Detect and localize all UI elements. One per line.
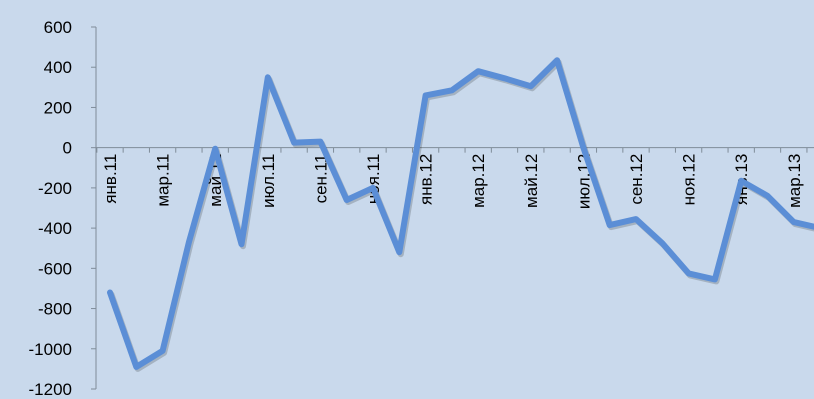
- y-tick-label: -600: [38, 259, 72, 278]
- x-tick-label: сен.11: [311, 154, 330, 204]
- x-tick-label: янв.11: [101, 154, 120, 204]
- x-tick-label: ноя.12: [680, 154, 699, 206]
- y-tick-label: -1000: [29, 340, 72, 359]
- series-group: [107, 57, 814, 372]
- x-tick-label: мар.12: [469, 154, 488, 208]
- y-tick-label: -200: [38, 179, 72, 198]
- x-tick-label: янв.12: [417, 154, 436, 205]
- y-tick-label: -400: [38, 219, 72, 238]
- y-tick-label: 0: [63, 139, 72, 158]
- x-tick-label: мар.13: [785, 154, 804, 208]
- y-tick-label: -800: [38, 300, 72, 319]
- y-tick-label: 600: [44, 18, 72, 37]
- x-tick-label: сен.12: [627, 154, 646, 205]
- series-line: [107, 57, 814, 370]
- y-tick-label: -1200: [29, 380, 72, 399]
- x-tick-label: май.12: [522, 154, 541, 208]
- y-tick-labels: 600 400 200 0 -200 -400 -600 -800 -1000 -1200: [29, 18, 72, 399]
- x-tick-label: июл.11: [259, 154, 278, 208]
- x-tick-label: мар.11: [154, 154, 173, 207]
- y-tick-label: 400: [44, 58, 72, 77]
- y-tick-label: 200: [44, 98, 72, 117]
